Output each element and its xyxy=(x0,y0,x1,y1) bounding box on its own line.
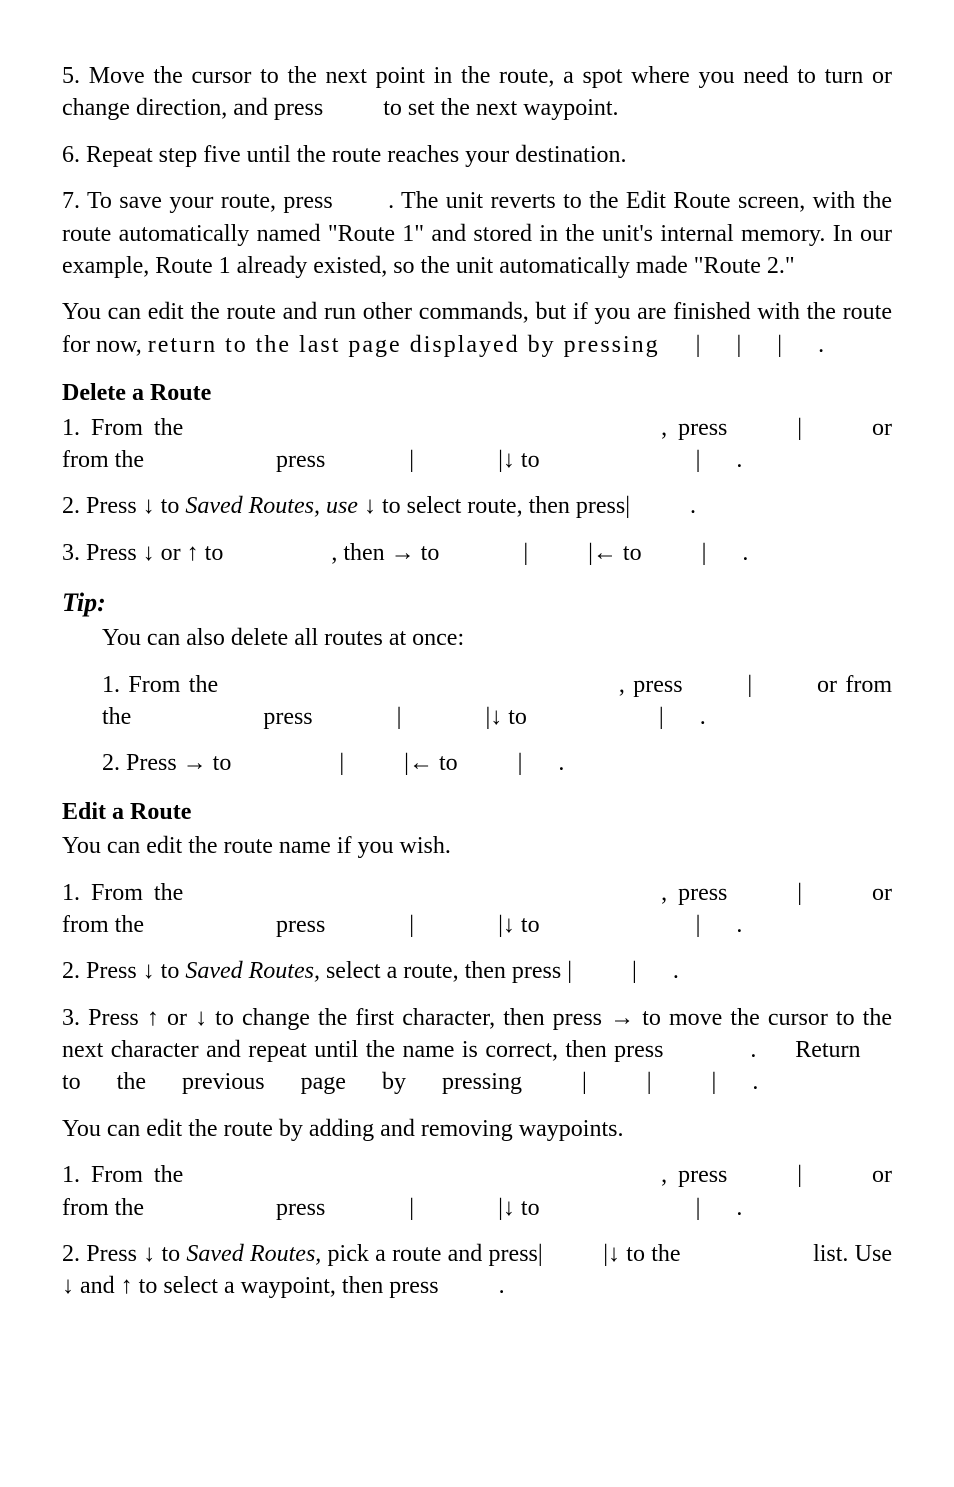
edit-intro: You can edit the route name if you wish. xyxy=(62,830,892,862)
delete-step-2c: ↓ to select route, then press| . xyxy=(358,493,696,519)
edit-step-2a: 2. Press ↓ to xyxy=(62,958,185,984)
delete-step-2a: 2. Press ↓ to xyxy=(62,493,185,519)
edit-run-text: You can edit the route and run other com… xyxy=(62,296,892,361)
edit-step-2: 2. Press ↓ to Saved Routes, select a rou… xyxy=(62,955,892,987)
edit-step-1: 1. From the , press | or from the press … xyxy=(62,877,892,942)
waypoint-step-1: 1. From the , press | or from the press … xyxy=(62,1159,892,1224)
waypoint-step-2a: 2. Press ↓ to xyxy=(62,1241,186,1267)
document-page: 5. Move the cursor to the next point in … xyxy=(0,0,954,1377)
tip-intro: You can also delete all routes at once: xyxy=(62,622,892,654)
tip-step-2: 2. Press → to | |← to | . xyxy=(62,747,892,779)
delete-step-2b: Saved Routes, use xyxy=(185,493,358,519)
step-7-text: 7. To save your route, press . The unit … xyxy=(62,185,892,282)
delete-step-1: 1. From the , press | or from the press … xyxy=(62,412,892,477)
heading-edit-route: Edit a Route xyxy=(62,796,892,828)
edit-step-2c: select a route, then press | | . xyxy=(320,958,679,984)
tip-step-1: 1. From the , press | or from the press … xyxy=(62,669,892,734)
heading-tip: Tip: xyxy=(62,585,892,620)
step-6-text: 6. Repeat step five until the route reac… xyxy=(62,139,892,171)
waypoint-step-2b: Saved Routes, xyxy=(186,1241,321,1267)
delete-step-3: 3. Press ↓ or ↑ to , then → to | |← to |… xyxy=(62,537,892,569)
edit-step-3: 3. Press ↑ or ↓ to change the first char… xyxy=(62,1002,892,1099)
edit-run-b: return to the last page displayed by pre… xyxy=(148,332,660,358)
waypoint-step-2: 2. Press ↓ to Saved Routes, pick a route… xyxy=(62,1238,892,1303)
edit-step-2b: Saved Routes, xyxy=(185,958,320,984)
waypoint-intro: You can edit the route by adding and rem… xyxy=(62,1113,892,1145)
heading-delete-route: Delete a Route xyxy=(62,377,892,409)
step-5-text: 5. Move the cursor to the next point in … xyxy=(62,60,892,125)
edit-run-c: | | | . xyxy=(660,332,824,358)
delete-step-2: 2. Press ↓ to Saved Routes, use ↓ to sel… xyxy=(62,490,892,522)
